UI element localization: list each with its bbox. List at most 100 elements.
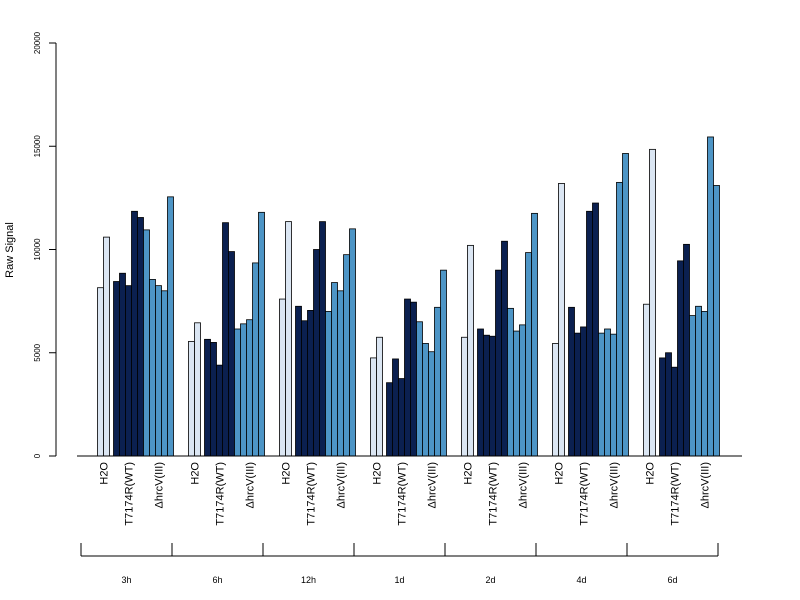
category-label: ΔhrcV(III) bbox=[700, 462, 712, 508]
category-label: T7174R(WT) bbox=[670, 462, 682, 526]
category-label: H2O bbox=[281, 462, 293, 485]
y-tick-label: 15000 bbox=[33, 135, 42, 158]
bar-12h-2-2 bbox=[337, 290, 344, 457]
bar-3h-2-2 bbox=[155, 285, 162, 457]
group-label: 12h bbox=[301, 575, 316, 585]
category-label: T7174R(WT) bbox=[215, 462, 227, 526]
bar-3h-2-1 bbox=[149, 279, 156, 457]
bar-6h-1-2 bbox=[216, 364, 223, 457]
category-label: T7174R(WT) bbox=[397, 462, 409, 526]
group-label: 6h bbox=[212, 575, 222, 585]
bar-2d-2-4 bbox=[531, 212, 538, 457]
bar-6d-0-1 bbox=[649, 148, 656, 457]
group-label: 4d bbox=[576, 575, 586, 585]
bar-2d-0-0 bbox=[461, 336, 468, 457]
bar-1d-0-0 bbox=[370, 357, 377, 457]
bar-4d-2-3 bbox=[616, 181, 623, 457]
bar-2d-1-2 bbox=[489, 335, 496, 457]
bar-12h-1-2 bbox=[307, 310, 314, 457]
bar-1d-1-2 bbox=[398, 378, 405, 457]
bar-3h-1-2 bbox=[125, 285, 132, 457]
bar-3h-1-4 bbox=[137, 217, 144, 457]
bar-4d-1-4 bbox=[592, 202, 599, 457]
bar-3h-2-3 bbox=[161, 290, 168, 457]
bar-6h-2-0 bbox=[234, 328, 241, 457]
bar-4d-1-3 bbox=[586, 210, 593, 457]
bar-6d-2-0 bbox=[689, 315, 696, 457]
bar-4d-2-2 bbox=[610, 333, 617, 457]
category-label: T7174R(WT) bbox=[124, 462, 136, 526]
category-label: H2O bbox=[372, 462, 384, 485]
category-label: ΔhrcV(III) bbox=[245, 462, 257, 508]
y-tick-label: 0 bbox=[33, 453, 42, 458]
bar-2d-2-3 bbox=[525, 252, 532, 457]
bar-6h-2-2 bbox=[246, 319, 253, 457]
axes-layer bbox=[49, 42, 742, 557]
bar-6h-2-3 bbox=[252, 262, 259, 457]
bar-3h-1-1 bbox=[119, 272, 126, 457]
bar-12h-2-4 bbox=[349, 228, 356, 457]
labels-layer: H2O T7174R(WT) ΔhrcV(III) 3h H2O T7174R(WT) Δh… bbox=[33, 31, 712, 585]
category-label: H2O bbox=[554, 462, 566, 485]
category-label: H2O bbox=[99, 462, 111, 485]
bar-4d-1-2 bbox=[580, 326, 587, 457]
category-label: ΔhrcV(III) bbox=[518, 462, 530, 508]
bar-1d-2-4 bbox=[440, 269, 447, 457]
y-tick-label: 5000 bbox=[33, 343, 42, 361]
bar-1d-1-4 bbox=[410, 301, 417, 457]
bar-6d-1-1 bbox=[665, 352, 672, 457]
bar-2d-2-2 bbox=[519, 324, 526, 457]
bar-3h-0-1 bbox=[103, 236, 110, 457]
bar-4d-1-0 bbox=[568, 306, 575, 457]
bar-12h-1-1 bbox=[301, 320, 308, 457]
bar-3h-2-4 bbox=[167, 196, 174, 457]
category-label: H2O bbox=[190, 462, 202, 485]
bar-6d-2-4 bbox=[713, 185, 720, 457]
bar-12h-0-1 bbox=[285, 221, 292, 457]
bar-4d-2-4 bbox=[622, 153, 629, 457]
category-label: T7174R(WT) bbox=[306, 462, 318, 526]
bar-2d-2-1 bbox=[513, 330, 520, 457]
bar-3h-0-0 bbox=[97, 287, 104, 457]
y-axis-label: Raw Signal bbox=[4, 222, 16, 278]
bar-2d-1-1 bbox=[483, 334, 490, 457]
bar-6d-1-4 bbox=[683, 243, 690, 457]
category-label: ΔhrcV(III) bbox=[609, 462, 621, 508]
bar-6h-0-0 bbox=[188, 340, 195, 457]
bar-6h-1-3 bbox=[222, 222, 229, 457]
category-label: ΔhrcV(III) bbox=[336, 462, 348, 508]
bar-12h-2-3 bbox=[343, 254, 350, 457]
bar-6d-1-0 bbox=[659, 357, 666, 457]
y-tick-label: 20000 bbox=[33, 31, 42, 54]
bar-1d-1-3 bbox=[404, 298, 411, 457]
group-label: 2d bbox=[485, 575, 495, 585]
bar-2d-1-3 bbox=[495, 269, 502, 457]
bar-4d-0-0 bbox=[552, 343, 559, 457]
bar-12h-1-4 bbox=[319, 221, 326, 457]
bar-1d-2-1 bbox=[422, 343, 429, 457]
bar-6h-1-0 bbox=[204, 338, 211, 457]
bar-6d-2-3 bbox=[707, 136, 714, 457]
bar-1d-1-1 bbox=[392, 358, 399, 457]
bar-12h-1-0 bbox=[295, 305, 302, 457]
category-label: T7174R(WT) bbox=[579, 462, 591, 526]
bar-1d-2-2 bbox=[428, 351, 435, 457]
bar-4d-1-1 bbox=[574, 332, 581, 457]
bar-6h-1-1 bbox=[210, 342, 217, 457]
bar-6d-1-2 bbox=[671, 366, 678, 457]
bar-6d-2-1 bbox=[695, 305, 702, 457]
category-label: H2O bbox=[463, 462, 475, 485]
bar-4d-2-0 bbox=[598, 332, 605, 457]
bar-1d-2-3 bbox=[434, 306, 441, 457]
bar-12h-2-1 bbox=[331, 282, 338, 457]
bar-12h-2-0 bbox=[325, 311, 332, 457]
bar-6h-0-1 bbox=[194, 322, 201, 457]
bar-4d-2-1 bbox=[604, 328, 611, 457]
bar-4d-0-1 bbox=[558, 183, 565, 457]
bar-6h-2-1 bbox=[240, 323, 247, 457]
bar-2d-2-0 bbox=[507, 307, 514, 457]
bar-6h-2-4 bbox=[258, 211, 265, 457]
group-label: 3h bbox=[121, 575, 131, 585]
bar-2d-1-4 bbox=[501, 240, 508, 457]
